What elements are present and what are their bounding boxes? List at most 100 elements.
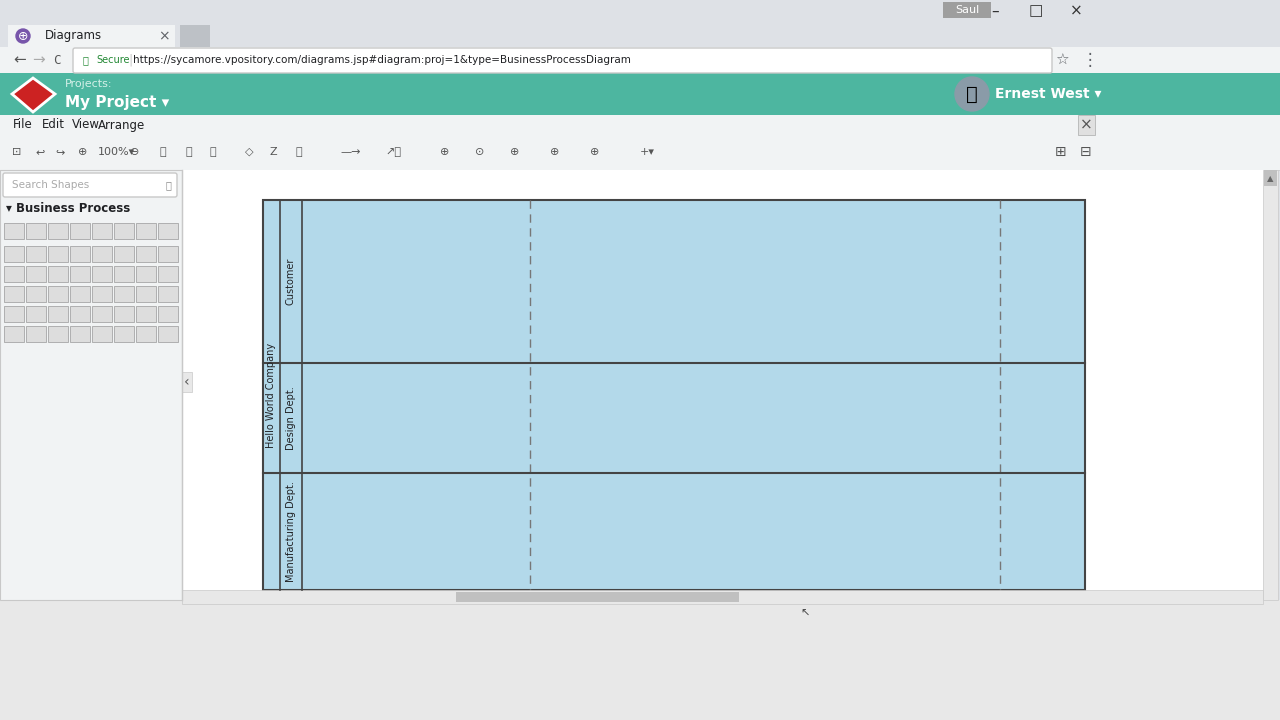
Text: Edit: Edit	[42, 119, 65, 132]
FancyBboxPatch shape	[49, 246, 68, 262]
Text: No: No	[881, 253, 892, 262]
Text: ⊙: ⊙	[475, 147, 484, 157]
FancyBboxPatch shape	[136, 266, 156, 282]
FancyBboxPatch shape	[4, 223, 24, 239]
Text: ⬜: ⬜	[294, 147, 302, 157]
FancyBboxPatch shape	[4, 306, 24, 322]
FancyBboxPatch shape	[891, 309, 997, 361]
FancyBboxPatch shape	[70, 326, 90, 342]
FancyBboxPatch shape	[503, 392, 608, 444]
FancyBboxPatch shape	[182, 170, 1275, 600]
FancyBboxPatch shape	[1039, 392, 1100, 444]
Text: Diagrams: Diagrams	[45, 30, 102, 42]
FancyBboxPatch shape	[157, 306, 178, 322]
FancyBboxPatch shape	[182, 372, 192, 392]
FancyBboxPatch shape	[114, 266, 134, 282]
Text: Request Change: Request Change	[918, 220, 1002, 230]
Text: ◇: ◇	[244, 147, 253, 157]
FancyBboxPatch shape	[92, 266, 113, 282]
FancyBboxPatch shape	[49, 306, 68, 322]
Text: ⊟: ⊟	[1080, 145, 1092, 159]
FancyBboxPatch shape	[1263, 170, 1277, 600]
Text: ⊖: ⊖	[131, 147, 140, 157]
FancyBboxPatch shape	[157, 223, 178, 239]
Circle shape	[800, 323, 824, 347]
Text: ×: ×	[640, 468, 648, 478]
Text: Production Plan: Production Plan	[760, 334, 831, 343]
Text: Prepare Prototype: Prepare Prototype	[515, 526, 608, 536]
Polygon shape	[445, 397, 488, 439]
FancyBboxPatch shape	[0, 170, 182, 600]
Text: ×: ×	[159, 29, 170, 43]
Circle shape	[15, 29, 29, 43]
Text: 🔒: 🔒	[83, 55, 88, 65]
FancyBboxPatch shape	[26, 223, 46, 239]
Text: ⋮: ⋮	[1082, 51, 1098, 69]
FancyBboxPatch shape	[92, 286, 113, 302]
FancyBboxPatch shape	[157, 246, 178, 262]
Text: ×: ×	[940, 468, 948, 478]
Text: ▲: ▲	[1267, 174, 1274, 184]
Text: C: C	[52, 53, 60, 66]
Text: ⬜: ⬜	[160, 147, 166, 157]
Text: Estimate Cost: Estimate Cost	[520, 413, 593, 423]
FancyBboxPatch shape	[70, 306, 90, 322]
Text: ⊞: ⊞	[1055, 145, 1066, 159]
FancyBboxPatch shape	[4, 286, 24, 302]
FancyBboxPatch shape	[671, 255, 776, 307]
Text: ×: ×	[640, 358, 648, 368]
Text: ⊕: ⊕	[18, 30, 28, 42]
Text: ⊕: ⊕	[509, 147, 520, 157]
Text: Enter
Negotiation: Enter Negotiation	[696, 407, 758, 429]
Text: ×: ×	[1079, 117, 1092, 132]
FancyBboxPatch shape	[114, 286, 134, 302]
FancyBboxPatch shape	[1033, 255, 1097, 307]
Text: Place Order: Place Order	[914, 330, 974, 340]
FancyBboxPatch shape	[887, 505, 1001, 557]
Circle shape	[941, 442, 947, 448]
Circle shape	[719, 307, 726, 313]
Text: ⊕: ⊕	[550, 147, 559, 157]
Text: ×: ×	[1070, 4, 1083, 19]
Text: Arrange: Arrange	[99, 119, 145, 132]
Text: ×: ×	[463, 358, 471, 368]
Text: Negotiation Proceed?: Negotiation Proceed?	[751, 255, 849, 264]
Text: Commence
Production: Commence Production	[914, 520, 974, 542]
FancyBboxPatch shape	[49, 326, 68, 342]
Text: –: –	[991, 4, 998, 19]
Text: Review
Prototype: Review Prototype	[698, 270, 749, 292]
Text: ×: ×	[463, 468, 471, 478]
Text: 2D Conceptual Drawings: 2D Conceptual Drawings	[337, 333, 449, 342]
FancyBboxPatch shape	[943, 2, 991, 18]
FancyBboxPatch shape	[157, 266, 178, 282]
FancyBboxPatch shape	[136, 326, 156, 342]
FancyBboxPatch shape	[157, 326, 178, 342]
Circle shape	[941, 359, 947, 365]
Text: Manufacturing Dept.: Manufacturing Dept.	[285, 481, 296, 582]
Text: My Project ▾: My Project ▾	[65, 94, 169, 109]
Text: +: +	[635, 408, 653, 428]
Text: ⬛: ⬛	[210, 147, 216, 157]
FancyBboxPatch shape	[70, 266, 90, 282]
FancyBboxPatch shape	[0, 115, 1280, 135]
Text: ⊕: ⊕	[590, 147, 599, 157]
Circle shape	[957, 249, 963, 255]
FancyBboxPatch shape	[70, 223, 90, 239]
FancyBboxPatch shape	[49, 266, 68, 282]
FancyBboxPatch shape	[136, 286, 156, 302]
Text: ↪: ↪	[55, 147, 64, 157]
FancyBboxPatch shape	[114, 326, 134, 342]
Text: ▾ Business Process: ▾ Business Process	[6, 202, 131, 215]
Text: https://sycamore.vpository.com/diagrams.jsp#diagram:proj=1&type=BusinessProcessD: https://sycamore.vpository.com/diagrams.…	[133, 55, 631, 65]
FancyBboxPatch shape	[26, 246, 46, 262]
FancyBboxPatch shape	[4, 326, 24, 342]
Text: 🔍: 🔍	[165, 180, 172, 190]
FancyBboxPatch shape	[1265, 170, 1277, 186]
FancyBboxPatch shape	[136, 223, 156, 239]
FancyBboxPatch shape	[70, 246, 90, 262]
FancyBboxPatch shape	[49, 223, 68, 239]
FancyBboxPatch shape	[73, 48, 1052, 73]
Text: |: |	[128, 53, 132, 66]
FancyBboxPatch shape	[340, 255, 445, 307]
FancyBboxPatch shape	[0, 47, 1280, 73]
